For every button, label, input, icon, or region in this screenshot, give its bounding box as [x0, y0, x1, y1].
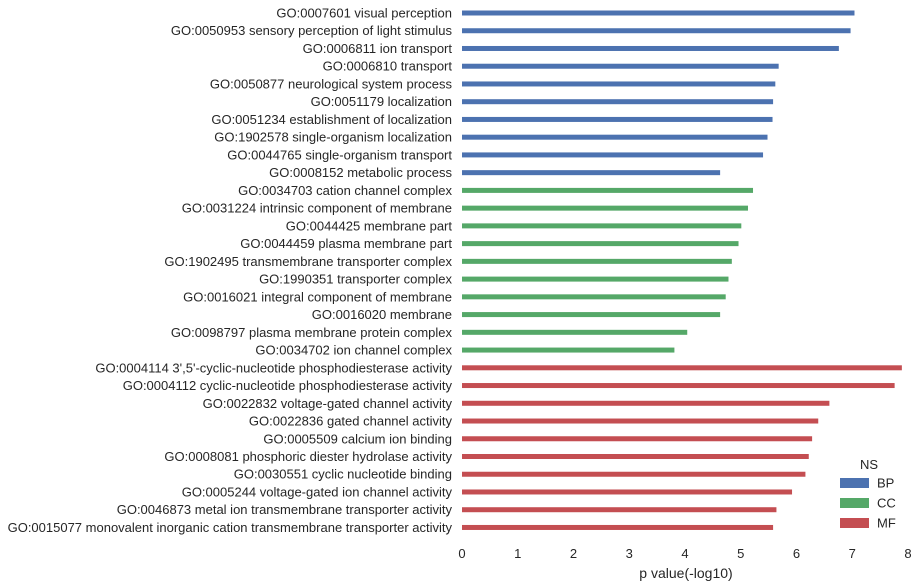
x-tick-label: 2	[570, 546, 577, 561]
category-label: GO:0044425 membrane part	[286, 218, 453, 233]
bar-cc	[462, 205, 748, 211]
category-label: GO:0022836 gated channel activity	[249, 414, 453, 429]
bar-bp	[462, 81, 776, 87]
bar-cc	[462, 258, 732, 264]
category-label: GO:0004114 3',5'-cyclic-nucleotide phosp…	[95, 360, 452, 375]
bar-mf	[462, 418, 819, 424]
bar-cc	[462, 329, 688, 335]
category-label: GO:0098797 plasma membrane protein compl…	[171, 325, 453, 340]
category-label: GO:0016020 membrane	[312, 307, 452, 322]
category-label: GO:0051234 establishment of localization	[211, 112, 452, 127]
category-label: GO:1902578 single-organism localization	[214, 130, 452, 145]
category-label: GO:0005244 voltage-gated ion channel act…	[182, 484, 453, 499]
category-label: GO:0007601 visual perception	[276, 6, 452, 21]
bar-mf	[462, 436, 813, 442]
category-label: GO:0051179 localization	[311, 94, 452, 109]
legend-label-mf: MF	[877, 516, 896, 531]
category-label: GO:0015077 monovalent inorganic cation t…	[8, 520, 453, 535]
category-label: GO:1902495 transmembrane transporter com…	[164, 254, 452, 269]
bar-bp	[462, 63, 779, 69]
category-label: GO:0004112 cyclic-nucleotide phosphodies…	[123, 378, 453, 393]
bar-bp	[462, 152, 764, 158]
category-label: GO:0034703 cation channel complex	[238, 183, 452, 198]
x-tick-label: 8	[904, 546, 911, 561]
category-labels: GO:0007601 visual perception GO:0050953 s…	[8, 6, 453, 535]
category-label: GO:0031224 intrinsic component of membra…	[182, 201, 452, 216]
bar-bp	[462, 99, 774, 105]
category-label: GO:0008152 metabolic process	[269, 165, 452, 180]
category-label: GO:0008081 phosphoric diester hydrolase …	[164, 449, 452, 464]
category-label: GO:0005509 calcium ion binding	[263, 431, 452, 446]
x-tick-label: 3	[626, 546, 633, 561]
bar-mf	[462, 454, 809, 459]
category-label: GO:0016021 integral component of membran…	[183, 289, 452, 304]
category-label: GO:0050953 sensory perception of light s…	[171, 23, 453, 38]
bar-cc	[462, 276, 729, 282]
bar-cc	[462, 294, 726, 300]
category-label: GO:0044765 single-organism transport	[227, 147, 452, 162]
x-tick-label: 5	[737, 546, 744, 561]
bar-mf	[462, 524, 774, 530]
bar-mf	[462, 507, 777, 513]
x-tick-label: 1	[514, 546, 521, 561]
bar-bp	[462, 134, 768, 140]
category-label: GO:0006811 ion transport	[303, 41, 453, 56]
bars	[462, 10, 902, 530]
category-label: GO:1990351 transporter complex	[259, 272, 452, 287]
x-tick-label: 6	[793, 546, 800, 561]
category-label: GO:0022832 voltage-gated channel activit…	[203, 396, 453, 411]
bar-bp	[462, 45, 839, 51]
legend-swatch-cc	[840, 498, 869, 508]
x-tick-label: 0	[458, 546, 465, 561]
category-label: GO:0046873 metal ion transmembrane trans…	[117, 502, 453, 517]
bar-mf	[462, 365, 902, 371]
bar-bp	[462, 116, 773, 122]
bar-mf	[462, 383, 895, 389]
legend: NS BP CC MF	[840, 457, 896, 531]
bar-cc	[462, 312, 721, 318]
bar-cc	[462, 241, 739, 247]
x-axis: 0 1 2 3 4 5 6 7 8	[458, 546, 911, 561]
bar-mf	[462, 400, 830, 406]
bar-cc	[462, 223, 742, 229]
legend-label-bp: BP	[877, 476, 894, 491]
bar-bp	[462, 28, 851, 34]
bar-bp	[462, 170, 721, 176]
bar-cc	[462, 187, 754, 193]
category-label: GO:0044459 plasma membrane part	[240, 236, 452, 251]
category-label: GO:0030551 cyclic nucleotide binding	[234, 467, 452, 482]
legend-label-cc: CC	[877, 496, 896, 511]
bar-bp	[462, 10, 855, 16]
legend-swatch-mf	[840, 518, 869, 528]
category-label: GO:0006810 transport	[323, 59, 453, 74]
x-tick-label: 4	[681, 546, 688, 561]
x-axis-title: p value(-log10)	[639, 565, 732, 581]
category-label: GO:0050877 neurological system process	[210, 76, 453, 91]
bar-mf	[462, 471, 806, 477]
bar-cc	[462, 347, 675, 353]
bar-mf	[462, 489, 793, 495]
category-label: GO:0034702 ion channel complex	[255, 343, 452, 358]
legend-swatch-bp	[840, 478, 869, 488]
legend-title: NS	[860, 457, 878, 472]
x-tick-label: 7	[849, 546, 856, 561]
